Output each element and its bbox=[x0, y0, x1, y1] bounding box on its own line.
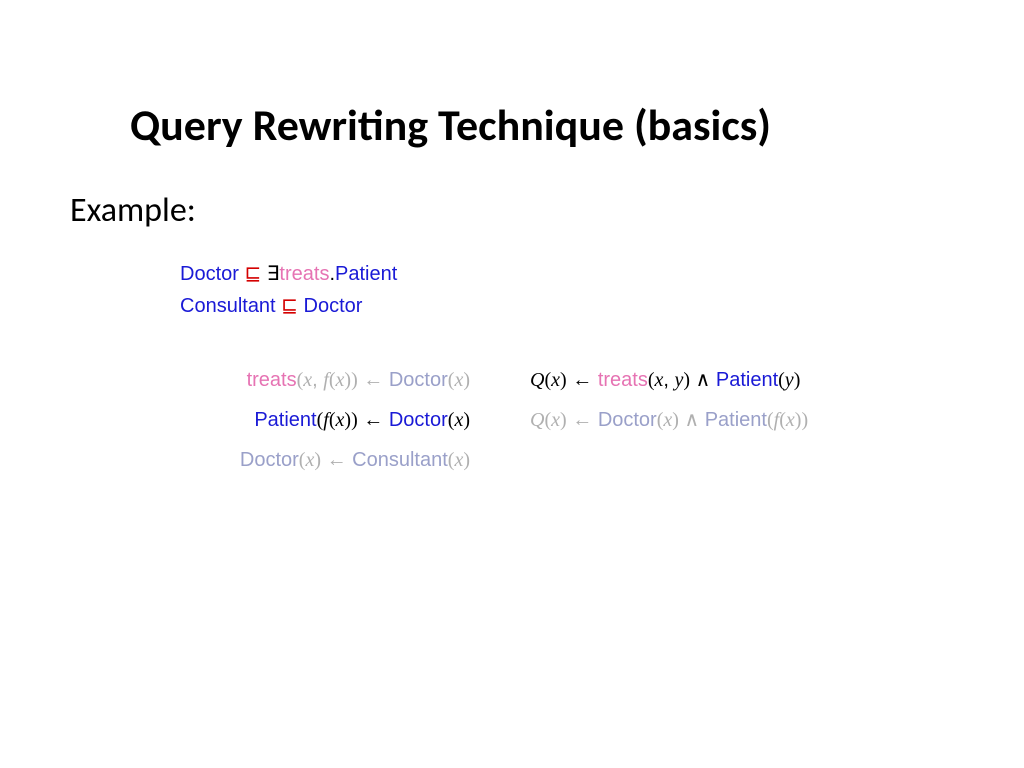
right-rule-1: Q(x) ← Doctor(x) ∧ Patient(f(x)) bbox=[530, 400, 808, 440]
right-rule-0: Q(x) ← treats(x, y) ∧ Patient(y) bbox=[530, 360, 808, 400]
axiom-0: Doctor ⊑ ∃treats.Patient bbox=[180, 258, 397, 290]
example-label: Example: bbox=[70, 190, 196, 231]
axiom-1: Consultant ⊑ Doctor bbox=[180, 290, 397, 322]
slide-title: Query Rewriting Technique (basics) bbox=[130, 98, 771, 152]
left-rule-1: Patient(f(x)) ← Doctor(x) bbox=[110, 400, 470, 440]
right-rules-block: Q(x) ← treats(x, y) ∧ Patient(y)Q(x) ← D… bbox=[530, 360, 808, 440]
left-rule-0: treats(x, f(x)) ← Doctor(x) bbox=[110, 360, 470, 400]
left-rule-2: Doctor(x) ← Consultant(x) bbox=[110, 440, 470, 480]
left-rules-block: treats(x, f(x)) ← Doctor(x)Patient(f(x))… bbox=[110, 360, 470, 480]
axiom-block: Doctor ⊑ ∃treats.PatientConsultant ⊑ Doc… bbox=[180, 258, 397, 322]
